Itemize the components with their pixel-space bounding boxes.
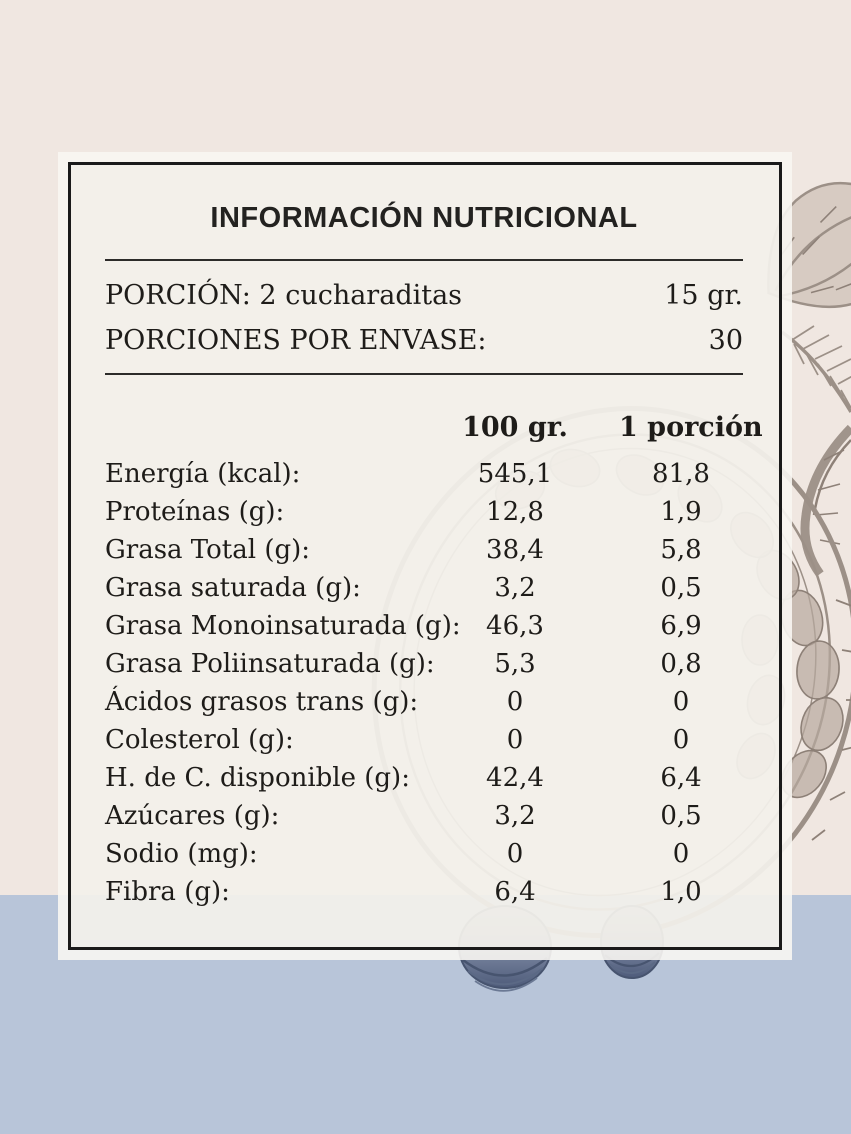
cacao-leaf-icon — [780, 325, 851, 413]
value-per-portion: 0 — [672, 839, 690, 869]
nutrient-label: H. de C. disponible (g): — [105, 763, 410, 793]
value-per-100g: 0 — [506, 725, 524, 755]
value-per-portion: 81,8 — [652, 459, 710, 489]
value-per-100g: 545,1 — [477, 459, 553, 489]
portion-label: PORCIÓN: 2 cucharaditas — [105, 280, 463, 311]
value-per-portion: 0,5 — [660, 801, 702, 831]
portion-value: 15 gr. — [664, 280, 743, 311]
value-per-100g: 5,3 — [494, 649, 536, 679]
value-per-100g: 0 — [506, 687, 524, 717]
nutrient-row: Grasa Total (g): 38,4 5,8 — [105, 531, 743, 569]
nutrient-label: Sodio (mg): — [105, 839, 258, 869]
nutrient-label: Grasa Total (g): — [105, 535, 311, 565]
nutrition-table: 100 gr. 1 porción Energía (kcal): 545,1 … — [105, 409, 763, 911]
col-header-portion: 1 porción — [619, 412, 763, 443]
nutrient-label: Proteínas (g): — [105, 497, 285, 527]
nutrient-label: Grasa Poliinsaturada (g): — [105, 649, 435, 679]
card-border: INFORMACIÓN NUTRICIONAL PORCIÓN: 2 cucha… — [68, 162, 782, 950]
nutrient-label: Azúcares (g): — [105, 801, 280, 831]
nutrient-row: Proteínas (g): 12,8 1,9 — [105, 493, 743, 531]
nutrient-label: Grasa saturada (g): — [105, 573, 361, 603]
value-per-100g: 46,3 — [486, 611, 544, 641]
value-per-portion: 6,9 — [660, 611, 702, 641]
nutrient-row: H. de C. disponible (g): 42,4 6,4 — [105, 759, 743, 797]
value-per-100g: 42,4 — [486, 763, 544, 793]
value-per-100g: 6,4 — [494, 877, 536, 907]
value-per-100g: 12,8 — [486, 497, 544, 527]
value-per-portion: 1,9 — [660, 497, 702, 527]
nutrient-label: Fibra (g): — [105, 877, 230, 907]
divider-bottom — [105, 373, 743, 375]
nutrient-row: Colesterol (g): 0 0 — [105, 721, 743, 759]
value-per-100g: 3,2 — [494, 573, 536, 603]
value-per-100g: 3,2 — [494, 801, 536, 831]
value-per-100g: 38,4 — [486, 535, 544, 565]
servings-label: PORCIONES POR ENVASE: — [105, 325, 487, 356]
servings-value: 30 — [708, 325, 743, 356]
divider-top — [105, 259, 743, 261]
nutrient-row: Grasa Monoinsaturada (g): 46,3 6,9 — [105, 607, 743, 645]
value-per-portion: 0,5 — [660, 573, 702, 603]
nutrient-row: Sodio (mg): 0 0 — [105, 835, 743, 873]
nutrient-label: Ácidos grasos trans (g): — [105, 687, 419, 717]
value-per-portion: 0 — [672, 687, 690, 717]
nutrition-card: INFORMACIÓN NUTRICIONAL PORCIÓN: 2 cucha… — [58, 152, 792, 960]
nutrient-row: Grasa Poliinsaturada (g): 5,3 0,8 — [105, 645, 743, 683]
servings-per-container-row: PORCIONES POR ENVASE: 30 — [105, 318, 743, 363]
header-spacer — [105, 409, 445, 447]
branch-icon — [800, 424, 851, 577]
value-per-portion: 1,0 — [660, 877, 702, 907]
value-per-portion: 5,8 — [660, 535, 702, 565]
table-header-row: 100 gr. 1 porción — [105, 409, 763, 447]
table-body: Energía (kcal): 545,1 81,8 Proteínas (g)… — [105, 455, 743, 911]
nutrient-row: Fibra (g): 6,4 1,0 — [105, 873, 743, 911]
nutrient-row: Azúcares (g): 3,2 0,5 — [105, 797, 743, 835]
nutrient-label: Colesterol (g): — [105, 725, 294, 755]
serving-info: PORCIÓN: 2 cucharaditas 15 gr. PORCIONES… — [105, 273, 743, 363]
nutrient-row: Grasa saturada (g): 3,2 0,5 — [105, 569, 743, 607]
nutrient-row: Energía (kcal): 545,1 81,8 — [105, 455, 743, 493]
nutrient-label: Energía (kcal): — [105, 459, 301, 489]
value-per-portion: 0,8 — [660, 649, 702, 679]
col-header-100g: 100 gr. — [462, 412, 568, 443]
nutrient-label: Grasa Monoinsaturada (g): — [105, 611, 461, 641]
page-title: INFORMACIÓN NUTRICIONAL — [210, 202, 638, 234]
value-per-portion: 6,4 — [660, 763, 702, 793]
value-per-100g: 0 — [506, 839, 524, 869]
portion-row: PORCIÓN: 2 cucharaditas 15 gr. — [105, 273, 743, 318]
value-per-portion: 0 — [672, 725, 690, 755]
nutrient-row: Ácidos grasos trans (g): 0 0 — [105, 683, 743, 721]
